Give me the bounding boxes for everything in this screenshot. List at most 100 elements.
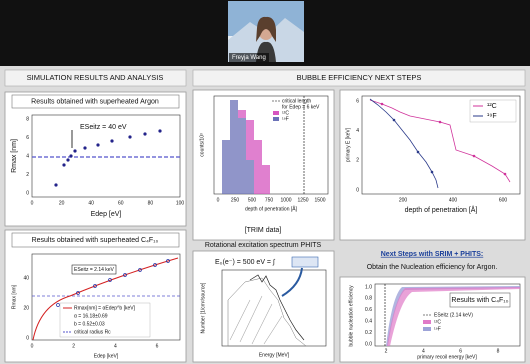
decoration — [4, 91, 187, 227]
x-tick-label: 60 — [118, 200, 124, 206]
decoration — [54, 183, 58, 187]
x-axis-label: Edep [keV] — [94, 353, 119, 359]
y-tick-label: 0.8 — [365, 296, 372, 302]
next-steps-text: Obtain the Nucleation efficiency for Arg… — [367, 264, 498, 271]
legend-entry: ¹⁹F — [434, 326, 441, 332]
decoration — [143, 132, 147, 136]
decoration — [11, 232, 180, 248]
x-tick-label: 0 — [217, 197, 220, 203]
decoration — [380, 102, 384, 106]
x-tick-label: 200 — [399, 197, 408, 203]
y-tick-label: 20 — [23, 305, 29, 311]
decoration — [230, 100, 238, 194]
x-tick-label: 600 — [499, 197, 508, 203]
y-tick-label: 2 — [26, 172, 29, 178]
caption: [TRIM data] — [245, 227, 282, 234]
section-header: BUBBLE EFFICIENCY NEXT STEPS — [297, 73, 422, 82]
x-tick-label: 80 — [148, 200, 154, 206]
legend-entry: ¹²C — [434, 319, 441, 325]
y-axis-label: Rmax [nm] — [11, 284, 17, 309]
decoration — [227, 277, 307, 347]
panel-title: Results obtained with superheated Argon — [31, 98, 159, 105]
y-tick-label: 6 — [26, 135, 29, 141]
x-tick-label: 4 — [114, 343, 117, 349]
decoration — [66, 158, 70, 162]
decoration — [69, 154, 73, 158]
decoration — [374, 283, 521, 347]
section-header: SIMULATION RESULTS AND ANALYSIS — [27, 73, 164, 82]
y-tick-label: 4 — [356, 128, 359, 134]
decoration — [229, 295, 283, 345]
y-tick-label: 0.6 — [365, 307, 372, 313]
decoration — [273, 111, 279, 115]
y-tick-label: 6 — [356, 98, 359, 104]
x-tick-label: 250 — [231, 197, 240, 203]
legend-entry: ¹²C — [282, 110, 289, 116]
decoration — [238, 118, 246, 194]
formula: E₀(e⁻) = 500 eV = ∫ — [215, 259, 276, 266]
decoration — [32, 257, 179, 341]
decoration — [386, 286, 520, 346]
decoration — [83, 146, 87, 150]
decoration — [254, 140, 262, 194]
x-axis-label: depth of penetration [Å] — [405, 205, 478, 214]
decoration — [423, 327, 431, 331]
decoration — [59, 302, 151, 338]
decoration — [54, 129, 162, 187]
decoration — [158, 129, 162, 133]
panel-title: Results obtained with superheated C₄F₁₀ — [32, 237, 159, 244]
decoration — [423, 320, 431, 324]
y-tick-label: 0.0 — [365, 341, 372, 347]
x-tick-label: 6 — [156, 343, 159, 349]
decoration — [138, 268, 142, 272]
legend-entry: ESeitz (2.14 keV) — [434, 312, 473, 318]
decoration — [246, 160, 254, 194]
next-steps-title: Next Steps with SRIM + PHITS: — [381, 251, 484, 258]
y-axis-label: Rmax [nm] — [11, 139, 18, 173]
x-tick-label: 8 — [497, 348, 500, 354]
y-tick-label: 0.4 — [365, 319, 372, 325]
decoration — [246, 120, 254, 194]
decoration — [110, 139, 114, 143]
decoration — [392, 118, 434, 174]
decoration — [213, 95, 329, 195]
legend-entry: ¹⁹F — [487, 113, 497, 120]
panel-label: Rotational excitation spectrum PHITS — [205, 242, 322, 249]
y-tick-label: 2 — [356, 158, 359, 164]
x-tick-label: 40 — [88, 200, 94, 206]
decoration — [472, 154, 476, 158]
participant-name: Freyja Wang — [232, 55, 266, 61]
x-axis-label: depth of penetration [Å] — [245, 205, 298, 212]
decoration — [392, 118, 396, 122]
y-axis-label: bubble nucleation efficiency — [348, 285, 354, 347]
y-tick-label: 0 — [26, 335, 29, 341]
legend-entry: ¹⁹F — [282, 116, 289, 122]
decoration — [93, 284, 97, 288]
decoration — [449, 292, 511, 308]
decoration — [273, 117, 279, 121]
decoration — [71, 264, 117, 275]
decoration — [503, 172, 507, 176]
x-axis-label: primary recoil energy [keV] — [417, 354, 477, 360]
y-tick-label: 1.0 — [365, 284, 372, 290]
x-tick-label: 4 — [422, 348, 425, 354]
decoration — [380, 102, 507, 176]
decoration — [73, 149, 77, 153]
x-tick-label: 0 — [31, 200, 34, 206]
decoration — [123, 273, 127, 277]
decoration — [430, 170, 434, 174]
decoration — [262, 165, 270, 194]
legend-entry: b = 0.52±0.03 — [74, 321, 105, 327]
legend-entry: α = 16.18±0.69 — [74, 313, 108, 319]
decoration — [192, 69, 526, 87]
decoration — [96, 143, 100, 147]
decoration — [153, 263, 157, 267]
decoration — [76, 291, 80, 295]
decoration — [31, 114, 181, 198]
x-tick-label: 6 — [459, 348, 462, 354]
decoration — [108, 278, 112, 282]
x-tick-label: 0 — [31, 343, 34, 349]
decoration — [192, 250, 335, 363]
x-tick-label: 500 — [248, 197, 257, 203]
decoration — [416, 150, 420, 154]
